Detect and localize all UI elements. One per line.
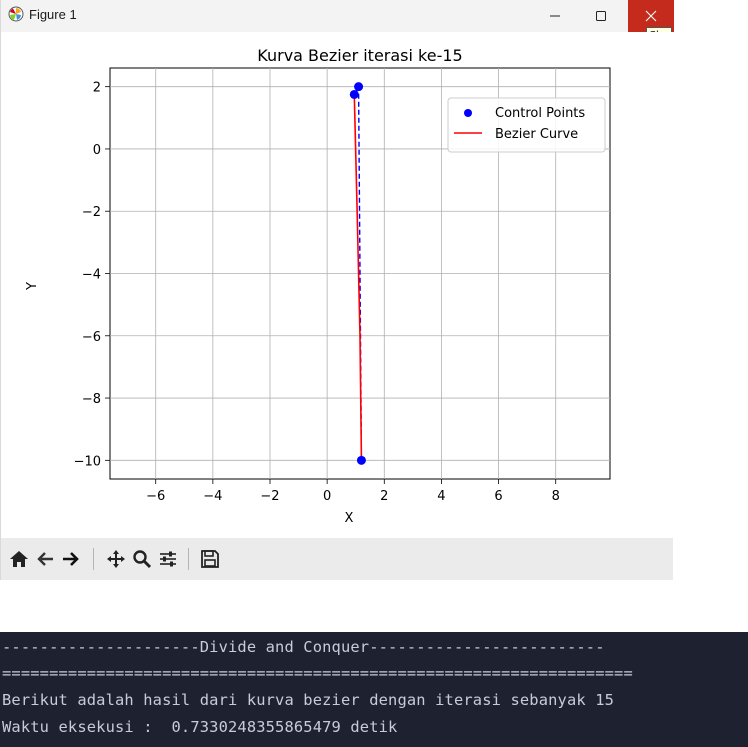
x-ticks: −6 −4 −2 0 2 4 6 8 bbox=[146, 479, 560, 504]
back-icon bbox=[37, 552, 53, 566]
y-tick-label: 0 bbox=[93, 143, 101, 158]
terminal-output: ---------------------Divide and Conquer-… bbox=[0, 632, 748, 747]
home-button[interactable] bbox=[7, 547, 31, 571]
y-tick-label: −6 bbox=[82, 330, 101, 345]
zoom-button[interactable] bbox=[130, 547, 154, 571]
title-bar[interactable]: Figure 1 bbox=[1, 0, 674, 32]
x-tick-label: 0 bbox=[323, 489, 331, 504]
y-tick-label: −4 bbox=[82, 268, 101, 283]
back-button[interactable] bbox=[33, 547, 57, 571]
minimize-button[interactable] bbox=[532, 0, 578, 32]
configure-subplots-button[interactable] bbox=[156, 547, 180, 571]
y-tick-label: −8 bbox=[82, 392, 101, 407]
pan-icon bbox=[107, 550, 125, 568]
forward-icon bbox=[63, 552, 79, 566]
terminal-line: ---------------------Divide and Conquer-… bbox=[2, 638, 605, 656]
window-title: Figure 1 bbox=[29, 7, 77, 22]
toolbar-separator bbox=[93, 548, 94, 570]
chart-title: Kurva Bezier iterasi ke-15 bbox=[257, 46, 462, 65]
x-tick-label: −2 bbox=[260, 489, 279, 504]
pan-button[interactable] bbox=[104, 547, 128, 571]
terminal-line: ========================================… bbox=[2, 664, 633, 682]
x-axis-label: X bbox=[345, 511, 354, 526]
y-tick-label: 2 bbox=[93, 81, 101, 96]
legend-label-control-points: Control Points bbox=[495, 106, 585, 121]
close-button[interactable] bbox=[628, 0, 674, 32]
terminal-line: Berikut adalah hasil dari kurva bezier d… bbox=[2, 691, 615, 709]
legend-box bbox=[447, 97, 606, 153]
y-tick-label: −10 bbox=[74, 454, 101, 469]
save-button[interactable] bbox=[198, 547, 222, 571]
terminal-line: Waktu eksekusi : 0.7330248355865479 deti… bbox=[2, 718, 398, 736]
x-tick-label: 4 bbox=[437, 489, 445, 504]
minimize-icon bbox=[550, 15, 560, 17]
x-tick-label: 6 bbox=[494, 489, 502, 504]
bezier-curve-line bbox=[353, 94, 363, 461]
x-tick-label: −6 bbox=[146, 489, 165, 504]
matplotlib-icon bbox=[8, 6, 24, 22]
legend-label-bezier-curve: Bezier Curve bbox=[495, 127, 578, 142]
legend-marker-control-points bbox=[464, 109, 472, 117]
figure-canvas[interactable]: −6 −4 −2 0 2 4 6 8 2 0 −2 −4 −6 −8 −10 Kurva Bezier i… bbox=[1, 32, 673, 538]
navigation-toolbar bbox=[1, 538, 673, 580]
close-icon bbox=[645, 10, 657, 22]
plot-area bbox=[349, 82, 366, 465]
y-ticks: 2 0 −2 −4 −6 −8 −10 bbox=[74, 81, 110, 469]
maximize-icon bbox=[596, 11, 606, 21]
toolbar-separator bbox=[188, 548, 189, 570]
control-point bbox=[356, 455, 366, 465]
maximize-button[interactable] bbox=[578, 0, 624, 32]
x-tick-label: 2 bbox=[380, 489, 388, 504]
control-point bbox=[354, 82, 364, 92]
x-tick-label: −4 bbox=[203, 489, 222, 504]
x-tick-label: 8 bbox=[552, 489, 560, 504]
y-axis-label: Y bbox=[25, 282, 40, 291]
legend: Control Points Bezier Curve bbox=[447, 97, 606, 153]
home-icon bbox=[10, 551, 28, 567]
zoom-icon bbox=[133, 550, 152, 569]
y-tick-label: −2 bbox=[82, 205, 101, 220]
configure-subplots-icon bbox=[160, 551, 176, 567]
chart: −6 −4 −2 0 2 4 6 8 2 0 −2 −4 −6 −8 −10 Kurva Bezier i… bbox=[25, 46, 611, 526]
save-icon bbox=[201, 550, 219, 568]
forward-button[interactable] bbox=[59, 547, 83, 571]
control-point bbox=[349, 89, 359, 99]
